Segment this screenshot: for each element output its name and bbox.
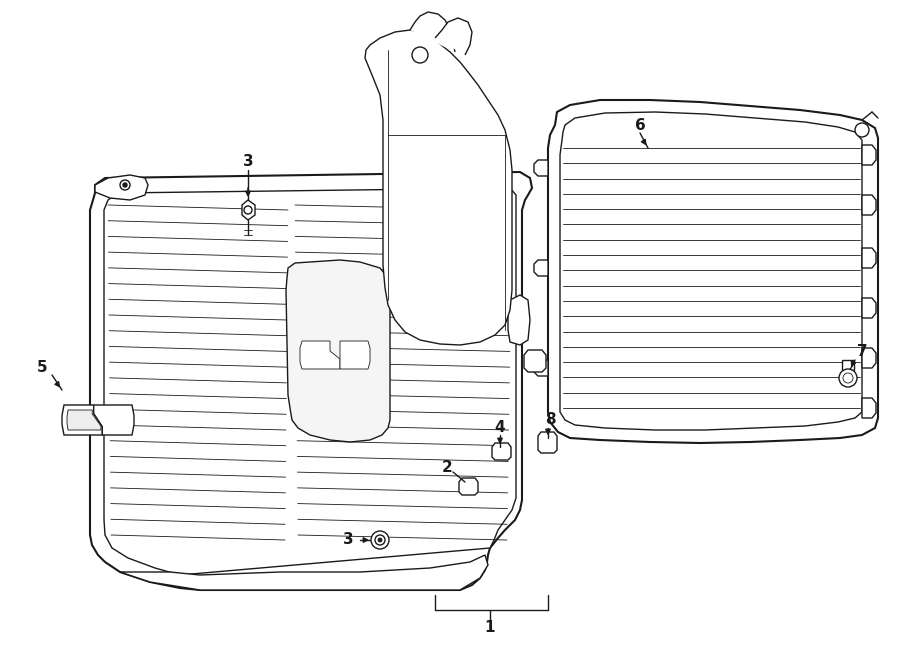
Polygon shape: [242, 200, 255, 220]
Polygon shape: [862, 195, 876, 215]
Text: 7: 7: [857, 344, 868, 360]
Polygon shape: [862, 145, 876, 165]
Polygon shape: [340, 341, 370, 369]
Circle shape: [120, 180, 130, 190]
Polygon shape: [94, 405, 134, 435]
Polygon shape: [459, 478, 478, 495]
Polygon shape: [560, 112, 862, 430]
Polygon shape: [492, 443, 511, 460]
Polygon shape: [67, 410, 101, 430]
Polygon shape: [104, 188, 516, 575]
Text: 4: 4: [495, 420, 505, 436]
Polygon shape: [435, 18, 472, 55]
Text: 1: 1: [485, 621, 495, 635]
Polygon shape: [538, 432, 557, 453]
Text: 3: 3: [243, 155, 253, 169]
Polygon shape: [95, 175, 148, 200]
Text: 6: 6: [634, 118, 645, 132]
Polygon shape: [410, 12, 455, 52]
Text: 3: 3: [343, 533, 354, 547]
Circle shape: [378, 538, 382, 542]
Polygon shape: [548, 100, 878, 443]
Circle shape: [843, 373, 853, 383]
Text: 2: 2: [442, 461, 453, 475]
Polygon shape: [862, 398, 876, 418]
Polygon shape: [120, 555, 488, 590]
Polygon shape: [862, 248, 876, 268]
Polygon shape: [508, 295, 530, 345]
Polygon shape: [300, 341, 340, 369]
Text: 8: 8: [544, 412, 555, 428]
Circle shape: [839, 369, 857, 387]
Polygon shape: [62, 405, 103, 435]
Polygon shape: [862, 348, 876, 368]
Polygon shape: [534, 160, 548, 176]
Circle shape: [371, 531, 389, 549]
Circle shape: [375, 535, 385, 545]
Polygon shape: [286, 260, 390, 442]
Polygon shape: [842, 360, 854, 370]
Polygon shape: [524, 350, 546, 372]
Circle shape: [412, 47, 428, 63]
Polygon shape: [534, 260, 548, 276]
Polygon shape: [862, 298, 876, 318]
Circle shape: [123, 183, 127, 187]
Circle shape: [855, 123, 869, 137]
Polygon shape: [534, 360, 548, 376]
Circle shape: [244, 206, 252, 214]
Polygon shape: [90, 172, 532, 590]
Polygon shape: [365, 30, 512, 345]
Text: 5: 5: [37, 360, 48, 375]
